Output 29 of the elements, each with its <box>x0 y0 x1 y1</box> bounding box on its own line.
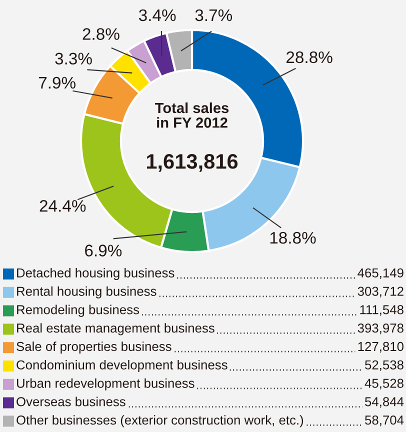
text: 393,978 <box>358 324 404 334</box>
data-label: 7.9% <box>38 76 76 89</box>
text: 111,548 <box>360 305 404 316</box>
legend-label: Rental housing business <box>17 286 156 298</box>
text: 303,712 <box>358 286 404 298</box>
text: 127,810 <box>358 342 404 353</box>
text: 58,704 <box>365 416 404 426</box>
data-label: 28.8% <box>286 51 332 64</box>
data-label: 3.4% <box>138 9 176 22</box>
legend-label: Sale of properties business <box>16 342 172 354</box>
data-label: 6.9% <box>85 244 122 256</box>
text: 54,844 <box>365 397 404 408</box>
legend-label: Remodeling business <box>17 304 140 317</box>
text: 465,149 <box>358 268 404 279</box>
legend-label: Real estate management business <box>17 323 214 336</box>
legend-label: Other businesses (exterior construction work, etc.) <box>16 415 304 428</box>
data-label: 24.4% <box>40 200 86 212</box>
data-label: 18.8% <box>270 232 316 244</box>
text: Total sales in FY 2012 <box>155 102 229 128</box>
text: 1,613,816 <box>146 154 238 172</box>
legend-label: Overseas business <box>16 396 126 406</box>
text: 52,538 <box>365 360 404 371</box>
data-label: 2.8% <box>82 28 120 40</box>
data-label: 3.7% <box>195 9 232 22</box>
legend-label: Condominium development business <box>16 360 228 372</box>
legend-label: Detached housing business <box>17 268 174 280</box>
data-label: 3.3% <box>55 52 92 65</box>
text: 45,528 <box>364 378 404 390</box>
legend-label: Urban redevelopment business <box>16 378 194 390</box>
